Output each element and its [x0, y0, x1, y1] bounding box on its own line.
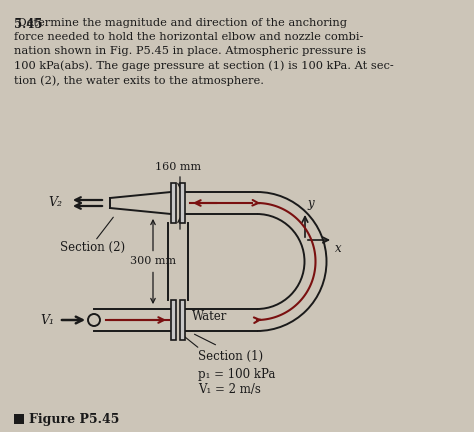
Text: V₁ = 2 m/s: V₁ = 2 m/s	[198, 383, 261, 396]
Text: 5.45: 5.45	[14, 18, 43, 31]
Bar	[171, 183, 176, 223]
Bar	[171, 300, 176, 340]
Text: x: x	[335, 242, 342, 255]
Text: Figure P5.45: Figure P5.45	[29, 413, 119, 426]
Text: Determine the magnitude and direction of the anchoring
force needed to hold the : Determine the magnitude and direction of…	[14, 18, 394, 86]
Text: Section (1): Section (1)	[198, 350, 263, 363]
Text: V₂: V₂	[48, 197, 62, 210]
Bar	[180, 300, 185, 340]
Text: 300 mm: 300 mm	[130, 257, 176, 267]
Text: y: y	[307, 197, 314, 210]
Text: Water: Water	[192, 311, 228, 324]
Bar	[14, 414, 24, 424]
Text: V₁: V₁	[40, 314, 54, 327]
Text: 160 mm: 160 mm	[155, 162, 201, 172]
Bar	[180, 183, 185, 223]
Text: p₁ = 100 kPa: p₁ = 100 kPa	[198, 368, 275, 381]
Text: Section (2): Section (2)	[60, 241, 125, 254]
